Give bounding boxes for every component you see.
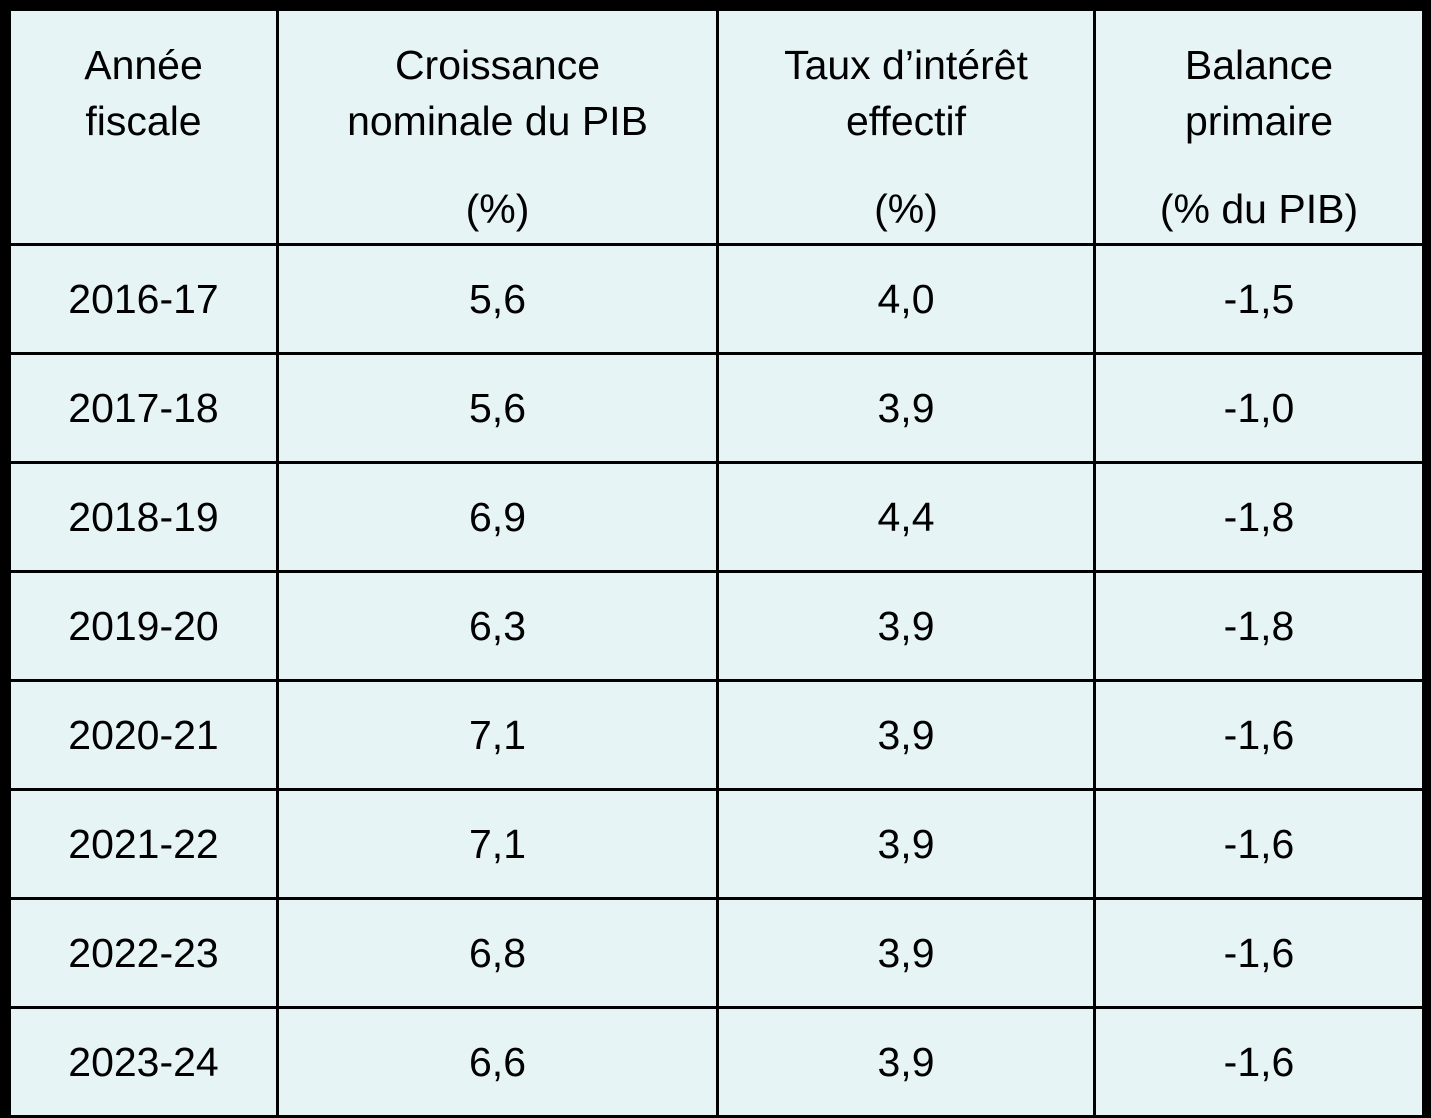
cell-rate: 3,9: [716, 570, 1096, 682]
cell-year-text: 2022-23: [68, 929, 219, 976]
cell-growth-text: 5,6: [469, 275, 526, 322]
cell-balance-text: -1,6: [1223, 1038, 1295, 1085]
cell-growth: 7,1: [276, 788, 719, 900]
cell-year: 2023-24: [8, 1006, 279, 1118]
cell-year-text: 2020-21: [68, 711, 219, 758]
header-balance-line2: primaire: [1184, 98, 1334, 144]
cell-growth: 5,6: [276, 352, 719, 464]
cell-rate: 3,9: [716, 1006, 1096, 1118]
cell-year: 2022-23: [8, 897, 279, 1009]
table-row: 2019-20 6,3 3,9 -1,8: [8, 570, 1425, 682]
cell-balance-text: -1,6: [1223, 711, 1295, 758]
table-header-row: Année fiscale Croissance nominale du PIB…: [8, 8, 1425, 246]
cell-rate-text: 4,0: [877, 275, 935, 322]
cell-rate-text: 3,9: [877, 1038, 935, 1085]
cell-balance-text: -1,8: [1223, 493, 1295, 540]
cell-balance: -1,6: [1093, 679, 1425, 791]
cell-growth: 6,3: [276, 570, 719, 682]
header-rate-line2: effectif: [845, 98, 967, 144]
cell-year-text: 2017-18: [68, 384, 219, 431]
cell-balance: -1,6: [1093, 788, 1425, 900]
cell-growth: 6,6: [276, 1006, 719, 1118]
cell-balance-text: -1,8: [1223, 602, 1295, 649]
cell-rate: 3,9: [716, 788, 1096, 900]
header-growth-line2: nominale du PIB: [347, 98, 648, 144]
cell-growth-text: 5,6: [469, 384, 526, 431]
cell-balance-text: -1,6: [1223, 929, 1295, 976]
cell-rate: 3,9: [716, 897, 1096, 1009]
cell-year: 2021-22: [8, 788, 279, 900]
cell-rate-text: 3,9: [877, 602, 935, 649]
header-rate-line1: Taux d’intérêt: [784, 42, 1028, 88]
cell-growth: 6,9: [276, 461, 719, 573]
table-row: 2023-24 6,6 3,9 -1,6: [8, 1006, 1425, 1118]
cell-growth: 7,1: [276, 679, 719, 791]
table-row: 2017-18 5,6 3,9 -1,0: [8, 352, 1425, 464]
cell-rate: 4,4: [716, 461, 1096, 573]
cell-rate: 3,9: [716, 352, 1096, 464]
cell-year-text: 2021-22: [68, 820, 219, 867]
cell-rate-text: 3,9: [877, 711, 935, 758]
cell-balance: -1,6: [1093, 897, 1425, 1009]
cell-growth-text: 7,1: [469, 820, 526, 867]
cell-balance: -1,5: [1093, 243, 1425, 355]
cell-growth-text: 6,6: [469, 1038, 526, 1085]
header-rate: Taux d’intérêt effectif (%): [716, 8, 1096, 246]
cell-rate-text: 4,4: [877, 493, 935, 540]
cell-rate-text: 3,9: [877, 929, 935, 976]
cell-year-text: 2018-19: [68, 493, 219, 540]
cell-year: 2020-21: [8, 679, 279, 791]
header-year-line2: fiscale: [85, 98, 202, 144]
header-balance-line1: Balance: [1184, 42, 1334, 88]
cell-rate-text: 3,9: [877, 384, 935, 431]
cell-year-text: 2016-17: [68, 275, 219, 322]
header-balance-unit: (% du PIB): [1159, 186, 1359, 232]
cell-balance: -1,0: [1093, 352, 1425, 464]
cell-year-text: 2019-20: [68, 602, 219, 649]
cell-growth-text: 6,8: [469, 929, 526, 976]
cell-rate: 3,9: [716, 679, 1096, 791]
table-row: 2016-17 5,6 4,0 -1,5: [8, 243, 1425, 355]
header-year-line1: Année: [84, 42, 203, 88]
cell-balance-text: -1,6: [1223, 820, 1295, 867]
cell-growth-text: 7,1: [469, 711, 526, 758]
cell-year: 2016-17: [8, 243, 279, 355]
cell-rate: 4,0: [716, 243, 1096, 355]
cell-growth: 5,6: [276, 243, 719, 355]
header-growth-line1: Croissance: [394, 42, 601, 88]
table-row: 2020-21 7,1 3,9 -1,6: [8, 679, 1425, 791]
cell-year: 2019-20: [8, 570, 279, 682]
cell-growth-text: 6,9: [469, 493, 526, 540]
cell-growth-text: 6,3: [469, 602, 526, 649]
header-growth: Croissance nominale du PIB (%): [276, 8, 719, 246]
table-row: 2022-23 6,8 3,9 -1,6: [8, 897, 1425, 1009]
cell-balance: -1,8: [1093, 461, 1425, 573]
header-balance: Balance primaire (% du PIB): [1093, 8, 1425, 246]
table-row: 2021-22 7,1 3,9 -1,6: [8, 788, 1425, 900]
table-row: 2018-19 6,9 4,4 -1,8: [8, 461, 1425, 573]
header-year: Année fiscale: [8, 8, 279, 246]
cell-balance: -1,6: [1093, 1006, 1425, 1118]
cell-year-text: 2023-24: [68, 1038, 219, 1085]
cell-growth: 6,8: [276, 897, 719, 1009]
cell-balance: -1,8: [1093, 570, 1425, 682]
fiscal-data-table: Année fiscale Croissance nominale du PIB…: [8, 8, 1425, 1118]
header-rate-unit: (%): [874, 186, 938, 232]
cell-balance-text: -1,5: [1223, 275, 1295, 322]
cell-year: 2017-18: [8, 352, 279, 464]
header-growth-unit: (%): [465, 186, 530, 232]
cell-rate-text: 3,9: [877, 820, 935, 867]
cell-balance-text: -1,0: [1223, 384, 1295, 431]
cell-year: 2018-19: [8, 461, 279, 573]
